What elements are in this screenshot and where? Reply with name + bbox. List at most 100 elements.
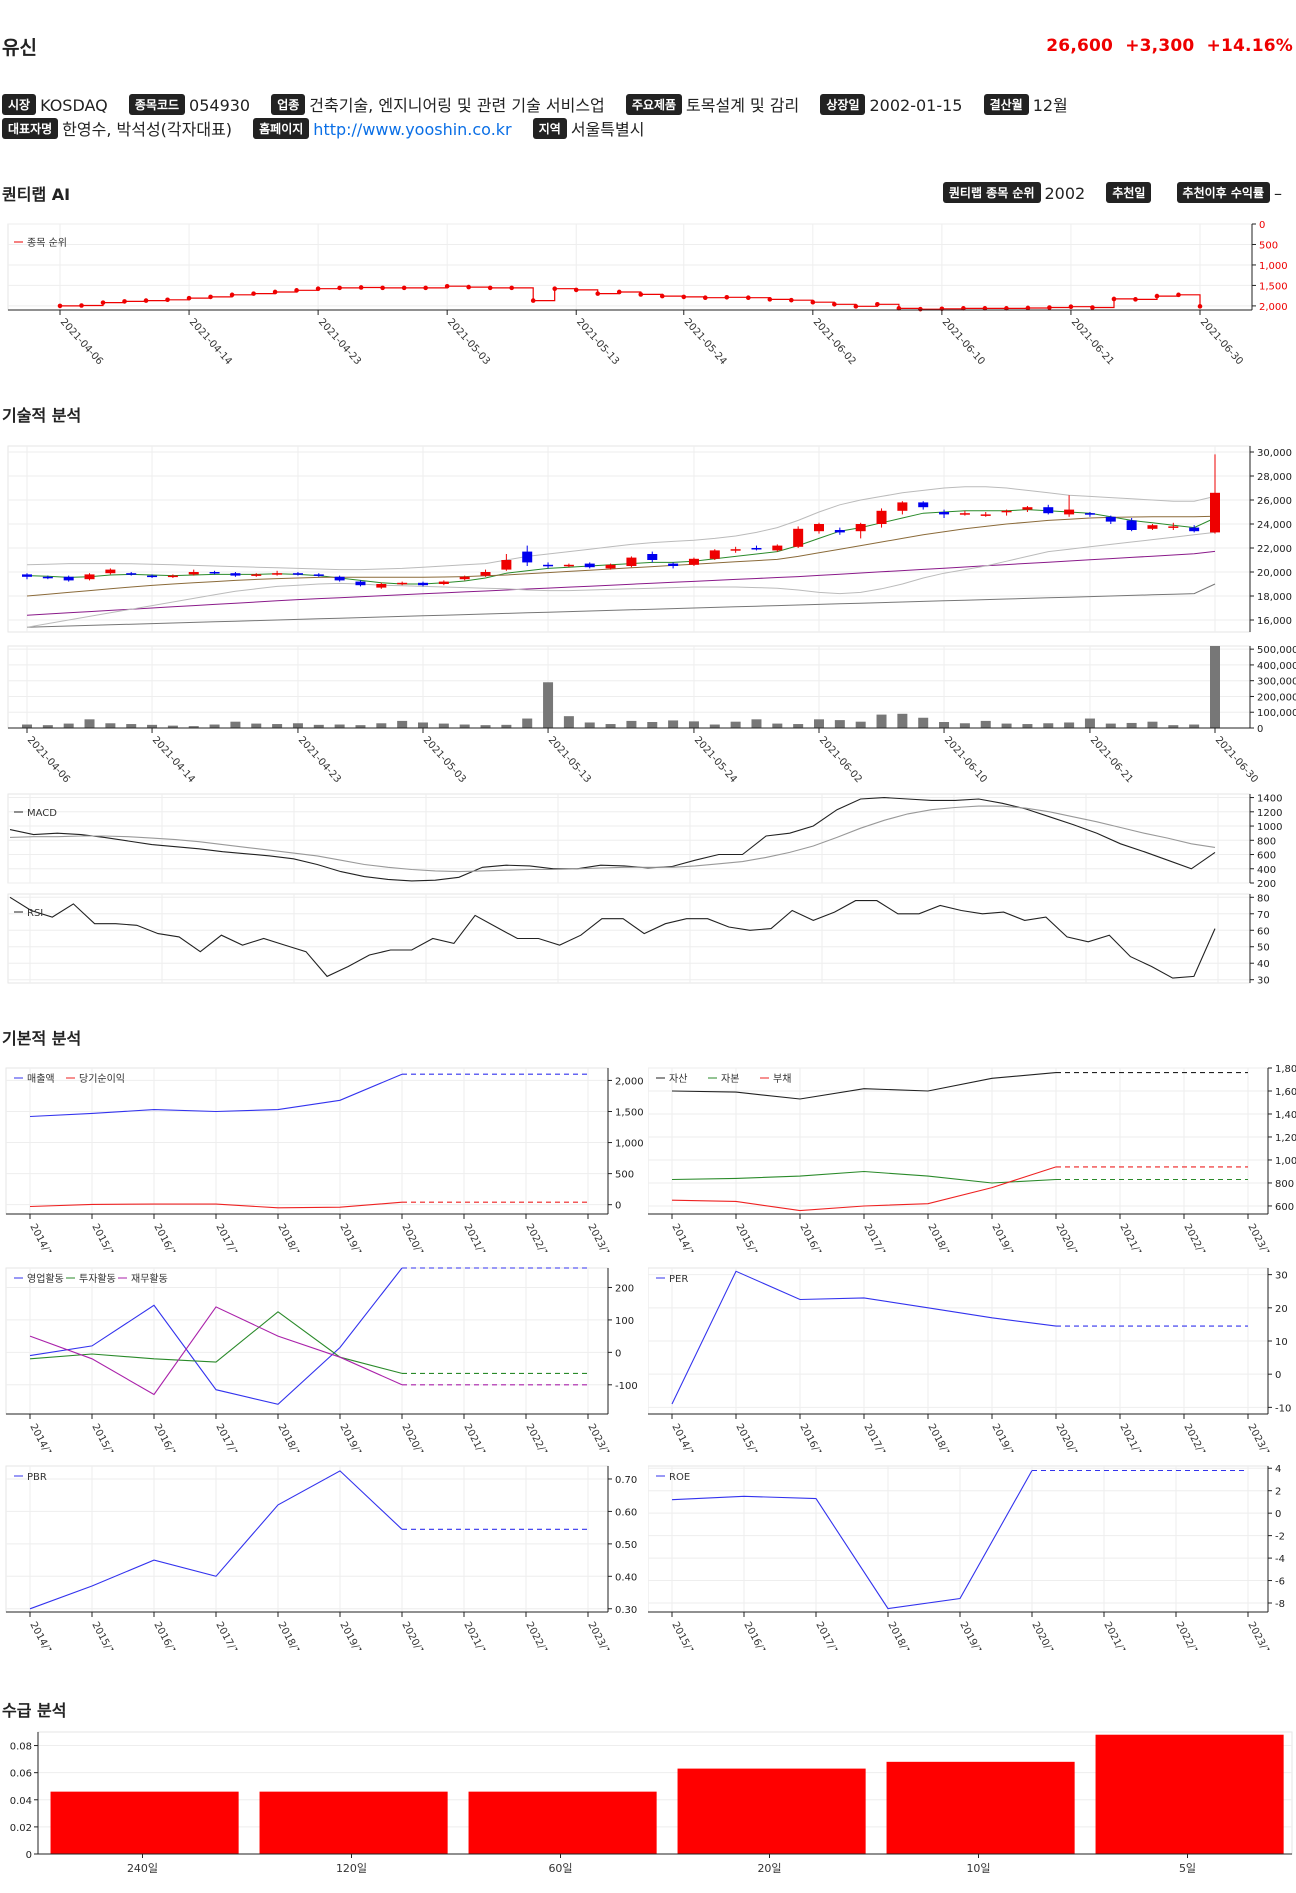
candle-body [939, 512, 950, 515]
price-block: 26,600 +3,300 +14.16% [1040, 36, 1293, 56]
series-자산 [671, 1072, 1057, 1100]
x-tick-label: 2021-04-23 [316, 317, 363, 368]
x-tick-label: 2021-06-30 [1198, 317, 1245, 368]
volume-bar [292, 723, 303, 728]
y-tick-label: 0 [1275, 1370, 1281, 1381]
plot-frame [7, 445, 1251, 633]
x-tick-label: 2022/12 [523, 1422, 552, 1452]
series-자본 [671, 1170, 1057, 1184]
candle-body [147, 575, 158, 578]
legend-label: 자본 [721, 1073, 739, 1085]
rank-value: 2002 [1044, 184, 1086, 203]
rank-point [423, 285, 428, 291]
rank-point [79, 303, 84, 308]
homepage-link[interactable]: http://www.yooshin.co.kr [313, 120, 512, 139]
candle-body [793, 528, 804, 547]
x-tick-label: 2022/12 [1181, 1222, 1210, 1252]
candle-body [355, 581, 366, 586]
price-change: +3,300 [1125, 36, 1195, 56]
x-tick-label: 10일 [966, 1861, 990, 1875]
rank-chart: 종목 순위 0 500 1,000 1,500 2,000 2021-04-06 2021-0… [7, 220, 1288, 368]
x-tick-label: 2018/12 [925, 1222, 954, 1252]
candle-body [272, 573, 283, 575]
supply-bar [1095, 1734, 1284, 1854]
volume-bar [939, 722, 950, 728]
x-tick-label: 2023/12 [1245, 1620, 1274, 1650]
rank-point [659, 293, 665, 299]
volume-bar [709, 724, 720, 728]
candle-body [230, 573, 241, 576]
rank-point [853, 304, 859, 309]
y-tick-label: -100 [615, 1381, 638, 1392]
candle-body [334, 576, 345, 581]
macd-chart: MACD 200 400 600 800 1000 1200 1400 [7, 793, 1282, 890]
x-tick-label: 2021-04-14 [150, 735, 197, 786]
y-tick-label: 100,000 [1257, 708, 1296, 719]
fundamental-title: 기본적 분석 [2, 1029, 82, 1048]
y-tick-label: 4 [1275, 1464, 1281, 1475]
x-tick-label: 2022/12 [523, 1620, 552, 1650]
industry-tag: 업종 [271, 94, 306, 115]
volume-bar [105, 723, 116, 728]
y-tick-label: 2,000 [1259, 302, 1288, 313]
rank-point [1176, 292, 1181, 298]
return-tag: 추천이후 수익률 [1176, 182, 1270, 203]
supply-chart: 0 0.02 0.04 0.06 0.08 240일 120일 60일 20일 10일 5일 [10, 1731, 1293, 1875]
x-tick-label: 2016/12 [741, 1620, 770, 1650]
candle-body [605, 564, 616, 569]
y-tick-label: 0 [615, 1348, 621, 1359]
legend-label: PER [669, 1274, 688, 1285]
rank-point [702, 295, 708, 301]
x-tick-label: 2015/12 [733, 1222, 762, 1252]
x-tick-label: 2014/12 [669, 1222, 698, 1252]
code-value: 054930 [189, 96, 251, 115]
x-tick-label: 2017/12 [861, 1222, 890, 1252]
rank-point [918, 306, 923, 312]
x-tick-label: 2015/12 [89, 1620, 118, 1650]
x-tick-label: 20일 [757, 1861, 781, 1875]
volume-bar [980, 720, 991, 728]
rank-point [57, 303, 63, 309]
rank-point [122, 299, 127, 304]
y-tick-label: 0.50 [615, 1540, 637, 1551]
y-tick-label: 26,000 [1257, 496, 1292, 507]
legend-label: 자산 [669, 1073, 687, 1085]
y-tick-label: 1,800 [1275, 1064, 1296, 1075]
rank-point [509, 285, 514, 291]
y-tick-label: 20 [1275, 1304, 1288, 1315]
current-price: 26,600 [1046, 36, 1114, 56]
y-tick-label: 1000 [1257, 822, 1282, 833]
series-PER [671, 1270, 1057, 1405]
y-tick-label: 200 [615, 1283, 634, 1294]
rank-point [1068, 304, 1074, 310]
rank-point [143, 298, 149, 303]
plot-frame [7, 223, 1253, 311]
x-tick-label: 2021/12 [461, 1222, 490, 1252]
y-tick-label: 800 [1275, 1179, 1294, 1190]
volume-bar [543, 682, 554, 728]
y-tick-label: 2 [1275, 1487, 1281, 1498]
candle-body [563, 564, 574, 567]
x-tick-label: 2022/12 [523, 1222, 552, 1252]
x-tick-label: 2014/12 [669, 1422, 698, 1452]
x-tick-label: 2023/12 [585, 1422, 614, 1452]
x-tick-label: 2018/12 [275, 1222, 304, 1252]
candle-body [167, 575, 178, 578]
y-tick-label: -2 [1275, 1532, 1285, 1543]
y-tick-label: 10 [1275, 1337, 1288, 1348]
legend-label: 당기순이익 [79, 1073, 125, 1085]
code-tag: 종목코드 [128, 94, 186, 115]
listed-value: 2002-01-15 [869, 96, 963, 115]
volume-bar [334, 724, 345, 728]
volume-bar [834, 720, 845, 728]
volume-bar [751, 719, 762, 728]
info-row-2: 대표자명 한영수, 박석성(각자대표) 홈페이지 http://www.yooshi… [2, 116, 660, 140]
x-tick-label: 2021-05-03 [445, 317, 492, 368]
volume-bar [22, 724, 32, 728]
candle-body [1043, 507, 1054, 514]
x-tick-label: 2015/12 [733, 1422, 762, 1452]
x-tick-label: 2020/12 [1029, 1620, 1058, 1650]
rank-point [573, 287, 579, 293]
volume-bar [501, 724, 512, 728]
volume-bar [42, 725, 53, 728]
